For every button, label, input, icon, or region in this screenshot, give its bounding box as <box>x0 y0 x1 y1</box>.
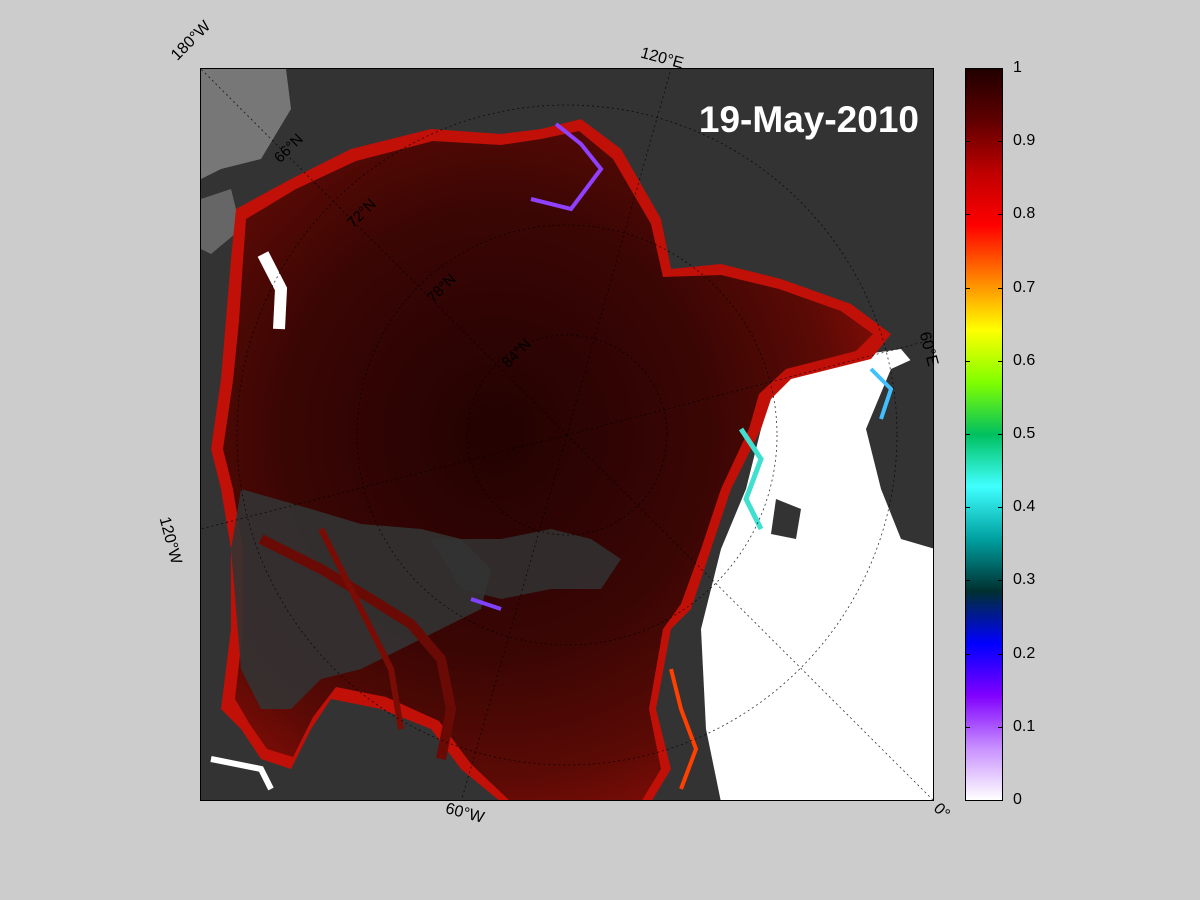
colorbar-tick-label: 1 <box>1013 59 1022 76</box>
sea-ice-concentration-map <box>201 69 933 800</box>
date-label: 19-May-2010 <box>698 99 919 140</box>
fringe-cyan-1 <box>738 427 764 531</box>
land-canadian-archipelago <box>231 489 491 709</box>
colorbar-tick-label: 0 <box>1013 791 1022 808</box>
land-ellesmere <box>431 529 621 599</box>
colorbar-tick-label: 0.8 <box>1013 205 1036 223</box>
colorbar-tick-mark <box>998 287 1003 289</box>
ice-channel <box>258 534 457 760</box>
land-island <box>771 499 801 539</box>
colorbar-tick-label: 0.6 <box>1013 351 1036 369</box>
graticule <box>201 69 933 800</box>
colorbar-tick-mark <box>998 360 1003 362</box>
colorbar-tick-mark <box>998 653 1003 655</box>
land-patch-northwest <box>201 69 291 179</box>
sea-ice-map: 19-May-2010 <box>200 68 934 801</box>
fringe-blue-1 <box>869 367 894 420</box>
colorbar-tick-mark <box>998 580 1003 582</box>
longitude-label-0: 0° <box>929 800 953 823</box>
fringe-white-2 <box>210 756 274 791</box>
colorbar <box>965 68 1003 801</box>
colorbar-tick-label: 0.4 <box>1013 498 1036 516</box>
colorbar-tick-label: 0.3 <box>1013 571 1036 589</box>
longitude-label-60w: 60°W <box>443 800 486 827</box>
colorbar-tick-label: 0.5 <box>1013 425 1036 442</box>
land-scandinavia <box>866 349 933 549</box>
longitude-label-120w: 120°W <box>155 515 185 566</box>
colorbar-tick-mark <box>998 214 1003 216</box>
colorbar-tick-mark <box>965 653 970 655</box>
colorbar-tick-mark <box>965 360 970 362</box>
colorbar-tick-mark <box>998 434 1003 435</box>
colorbar-tick-label: 0.7 <box>1013 278 1036 296</box>
colorbar-tick-mark <box>965 580 970 582</box>
colorbar-tick-mark <box>965 434 970 435</box>
colorbar-tick-mark <box>998 726 1003 728</box>
land-patch-west <box>201 189 241 254</box>
colorbar-tick-label: 0.9 <box>1013 132 1036 150</box>
colorbar-tick-mark <box>965 287 970 289</box>
colorbar-tick-mark <box>998 141 1003 143</box>
fringe-purple-1 <box>530 122 604 212</box>
colorbar-tick-label: 0.2 <box>1013 644 1036 662</box>
colorbar-tick-label: 0.1 <box>1013 717 1036 735</box>
colorbar-tick-mark <box>965 141 970 143</box>
colorbar-tick-mark <box>965 507 970 509</box>
colorbar-tick-mark <box>965 726 970 728</box>
colorbar-tick-mark <box>965 214 970 216</box>
colorbar-tick-mark <box>998 507 1003 509</box>
longitude-label-180w: 180°W <box>168 17 215 65</box>
fringe-purple-2 <box>470 597 502 611</box>
ice-channel-2 <box>318 527 404 730</box>
fringe-white-1 <box>257 251 288 330</box>
fringe-orange-1 <box>669 668 699 790</box>
